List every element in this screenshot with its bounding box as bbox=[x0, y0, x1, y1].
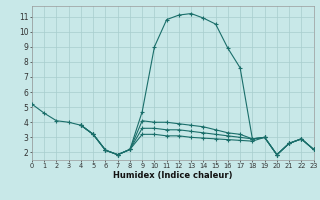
X-axis label: Humidex (Indice chaleur): Humidex (Indice chaleur) bbox=[113, 171, 233, 180]
